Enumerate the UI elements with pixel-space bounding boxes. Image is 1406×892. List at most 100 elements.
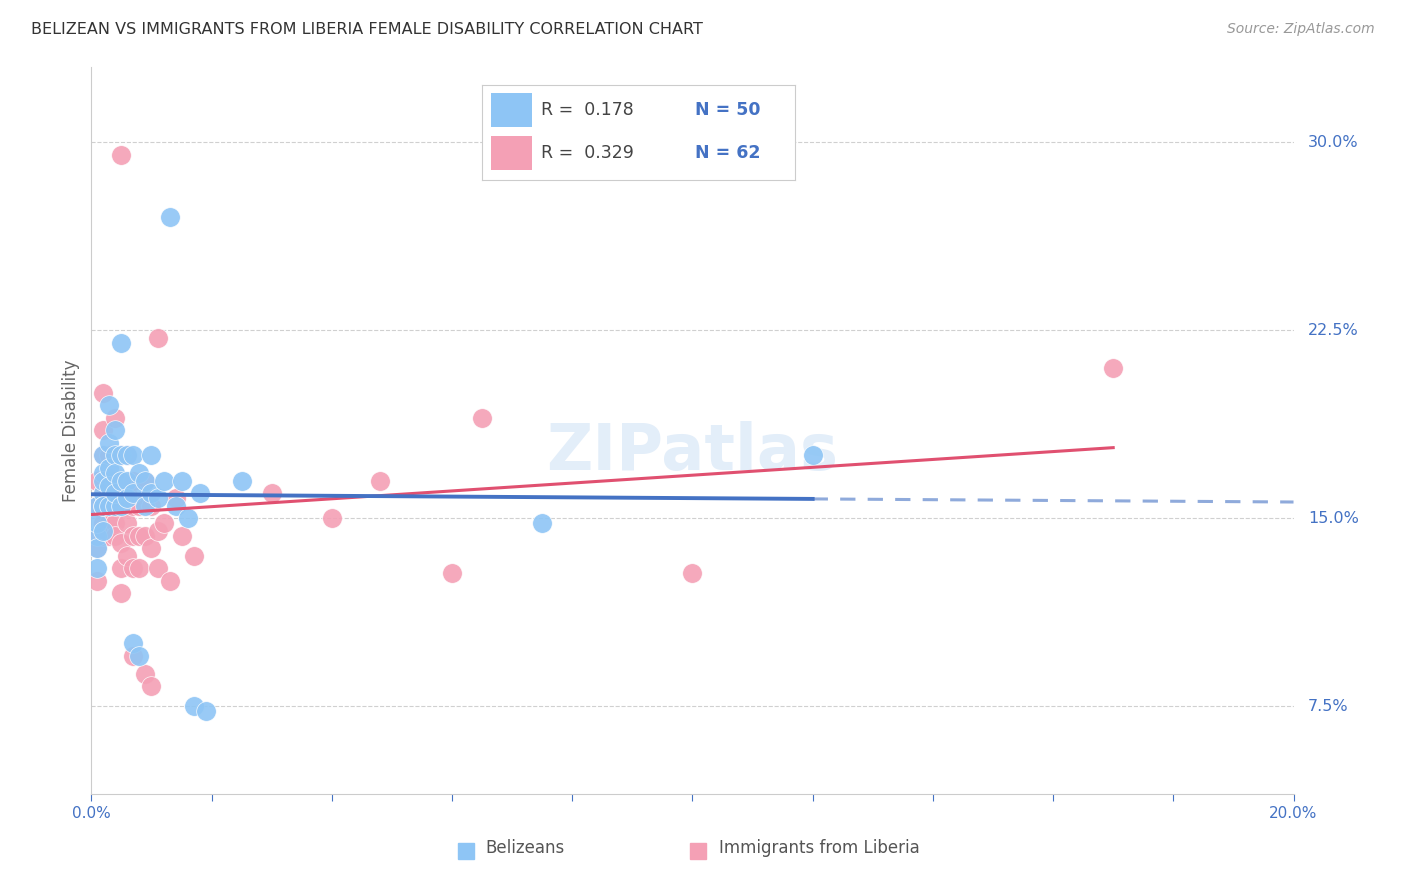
- Point: [681, 566, 703, 581]
- Text: ZIPatlas: ZIPatlas: [547, 421, 838, 483]
- Text: 7.5%: 7.5%: [1308, 698, 1348, 714]
- Point: [159, 574, 181, 588]
- Point: [86, 541, 108, 556]
- Text: 30.0%: 30.0%: [1308, 135, 1358, 150]
- Point: [86, 529, 108, 543]
- Point: [104, 474, 127, 488]
- Point: [128, 648, 150, 663]
- Point: [98, 398, 121, 412]
- Point: [122, 561, 145, 575]
- Point: [110, 499, 132, 513]
- Point: [93, 466, 115, 480]
- Point: [183, 549, 205, 563]
- Point: [93, 486, 115, 500]
- Point: [86, 499, 108, 513]
- Point: [128, 529, 150, 543]
- Point: [122, 499, 145, 513]
- Point: [93, 529, 115, 543]
- Point: [93, 385, 115, 400]
- Point: [93, 486, 115, 500]
- Point: [122, 648, 145, 663]
- Point: [165, 499, 187, 513]
- Point: [93, 449, 115, 463]
- Point: [152, 474, 174, 488]
- Point: [104, 410, 127, 425]
- Point: [86, 499, 108, 513]
- Point: [104, 486, 127, 500]
- Point: [93, 516, 115, 530]
- Point: [134, 666, 156, 681]
- Point: [98, 499, 121, 513]
- Point: [104, 466, 127, 480]
- Point: [141, 541, 163, 556]
- Point: [93, 449, 115, 463]
- Point: [117, 449, 139, 463]
- Point: [1102, 360, 1125, 375]
- Point: [110, 449, 132, 463]
- Point: [104, 516, 127, 530]
- Point: [146, 331, 169, 345]
- Point: [146, 524, 169, 538]
- Point: [471, 410, 494, 425]
- Point: [141, 499, 163, 513]
- Point: [117, 486, 139, 500]
- Point: [134, 474, 156, 488]
- Point: [146, 491, 169, 505]
- Point: [104, 449, 127, 463]
- Point: [117, 449, 139, 463]
- Text: Source: ZipAtlas.com: Source: ZipAtlas.com: [1227, 22, 1375, 37]
- Point: [110, 499, 132, 513]
- Point: [141, 679, 163, 693]
- Text: Immigrants from Liberia: Immigrants from Liberia: [718, 839, 920, 857]
- Point: [122, 529, 145, 543]
- Point: [440, 566, 463, 581]
- Point: [98, 478, 121, 492]
- Point: [176, 511, 198, 525]
- Text: 22.5%: 22.5%: [1308, 323, 1358, 337]
- Point: [98, 461, 121, 475]
- Point: [134, 529, 156, 543]
- Point: [128, 499, 150, 513]
- Point: [104, 449, 127, 463]
- Text: Belizeans: Belizeans: [485, 839, 565, 857]
- Point: [93, 474, 115, 488]
- Point: [134, 474, 156, 488]
- Point: [98, 449, 121, 463]
- Point: [141, 486, 163, 500]
- Point: [93, 499, 115, 513]
- Point: [128, 561, 150, 575]
- Point: [110, 561, 132, 575]
- Text: 15.0%: 15.0%: [1308, 510, 1358, 525]
- Point: [231, 474, 253, 488]
- Point: [86, 574, 108, 588]
- Point: [104, 499, 127, 513]
- Point: [188, 486, 211, 500]
- Point: [110, 474, 132, 488]
- Point: [128, 466, 150, 480]
- Point: [93, 499, 115, 513]
- Point: [146, 561, 169, 575]
- Point: [321, 511, 343, 525]
- Point: [122, 636, 145, 650]
- Point: [104, 424, 127, 438]
- Point: [98, 516, 121, 530]
- Text: BELIZEAN VS IMMIGRANTS FROM LIBERIA FEMALE DISABILITY CORRELATION CHART: BELIZEAN VS IMMIGRANTS FROM LIBERIA FEMA…: [31, 22, 703, 37]
- Point: [117, 491, 139, 505]
- Point: [122, 449, 145, 463]
- Point: [104, 499, 127, 513]
- Point: [86, 541, 108, 556]
- Point: [110, 474, 132, 488]
- Point: [86, 561, 108, 575]
- Y-axis label: Female Disability: Female Disability: [62, 359, 80, 501]
- Point: [98, 474, 121, 488]
- Point: [98, 529, 121, 543]
- Point: [134, 499, 156, 513]
- Point: [93, 424, 115, 438]
- Point: [170, 529, 193, 543]
- Point: [368, 474, 391, 488]
- Point: [141, 449, 163, 463]
- Point: [110, 335, 132, 350]
- Point: [117, 516, 139, 530]
- Point: [110, 147, 132, 161]
- Point: [122, 474, 145, 488]
